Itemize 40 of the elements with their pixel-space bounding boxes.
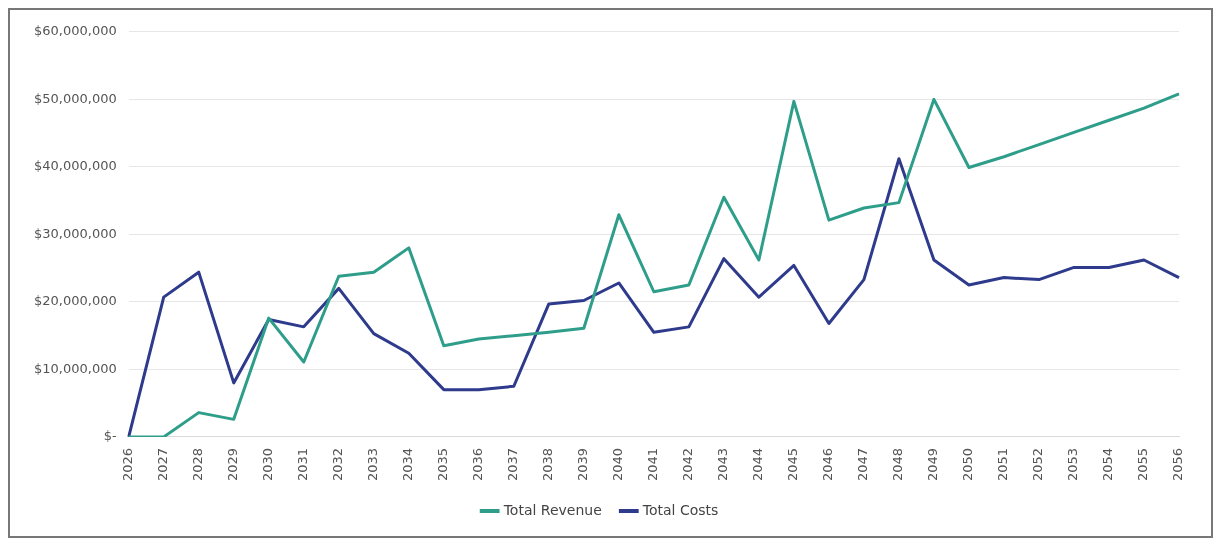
legend-label: Total Costs — [641, 501, 719, 518]
x-tick-label: 2049 — [925, 447, 941, 482]
x-tick-label: 2052 — [1030, 447, 1046, 482]
y-tick-label: $- — [103, 428, 118, 444]
x-tick-label: 2044 — [750, 447, 766, 482]
x-tick-label: 2051 — [995, 447, 1011, 482]
y-tick-label: $60,000,000 — [33, 23, 117, 39]
x-tick-label: 2045 — [785, 447, 801, 482]
x-tick-label: 2034 — [400, 447, 416, 482]
x-tick-label: 2037 — [505, 447, 521, 482]
x-tick-label: 2029 — [225, 447, 241, 482]
x-tick-label: 2043 — [715, 447, 731, 482]
x-tick-label: 2039 — [575, 447, 591, 482]
x-tick-label: 2031 — [295, 447, 311, 482]
x-tick-label: 2033 — [365, 447, 381, 482]
x-tick-label: 2027 — [155, 447, 171, 482]
y-tick-label: $30,000,000 — [33, 225, 117, 241]
x-tick-label: 2032 — [330, 447, 346, 482]
x-tick-label: 2046 — [820, 447, 836, 482]
y-tick-label: $50,000,000 — [33, 90, 117, 106]
x-tick-label: 2041 — [645, 447, 661, 482]
x-tick-label: 2050 — [960, 447, 976, 482]
x-tick-label: 2048 — [890, 447, 906, 482]
x-tick-label: 2036 — [470, 447, 486, 482]
x-tick-label: 2030 — [260, 447, 276, 482]
x-tick-label: 2040 — [610, 447, 626, 482]
x-tick-label: 2056 — [1170, 447, 1186, 482]
x-tick-label: 2035 — [435, 447, 451, 482]
y-tick-label: $40,000,000 — [33, 158, 117, 174]
legend-label: Total Revenue — [502, 501, 602, 518]
x-tick-label: 2026 — [120, 447, 136, 482]
x-tick-label: 2055 — [1135, 447, 1151, 482]
y-tick-label: $20,000,000 — [33, 293, 117, 309]
y-tick-label: $10,000,000 — [33, 360, 117, 376]
x-tick-label: 2028 — [190, 447, 206, 482]
x-tick-label: 2047 — [855, 447, 871, 482]
x-tick-label: 2053 — [1065, 447, 1081, 482]
x-tick-label: 2054 — [1100, 447, 1116, 482]
x-tick-label: 2038 — [540, 447, 556, 482]
x-tick-label: 2042 — [680, 447, 696, 482]
